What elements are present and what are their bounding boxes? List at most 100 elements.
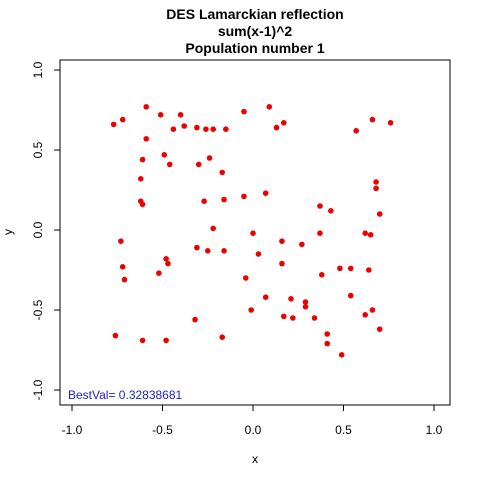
data-point — [203, 126, 209, 132]
data-point — [241, 193, 247, 200]
chart-title: DES Lamarckian reflection sum(x-1)^2 Pop… — [166, 6, 343, 56]
data-point — [241, 108, 247, 115]
data-point — [121, 276, 128, 283]
data-point — [137, 176, 144, 182]
data-point — [369, 307, 376, 313]
data-point — [299, 241, 305, 248]
data-point — [280, 313, 287, 320]
data-point — [161, 152, 168, 158]
data-point — [112, 332, 119, 339]
data-point — [279, 260, 285, 267]
data-point — [181, 123, 188, 129]
data-point — [221, 248, 227, 254]
data-point — [139, 201, 146, 208]
data-point — [273, 124, 280, 131]
data-point — [163, 337, 169, 344]
y-tick-label: 1.0 — [31, 61, 45, 78]
data-point — [262, 190, 269, 196]
data-point — [266, 104, 273, 110]
data-point — [311, 315, 318, 321]
data-point — [210, 225, 216, 232]
data-point — [119, 264, 126, 270]
data-point — [210, 126, 216, 132]
data-point — [367, 232, 374, 238]
chart-title-line-1: DES Lamarckian reflection — [166, 6, 343, 22]
data-point — [177, 112, 184, 118]
data-point — [170, 126, 177, 132]
data-point — [204, 248, 211, 254]
y-axis-label: y — [1, 229, 15, 235]
data-point — [248, 307, 254, 313]
data-point — [347, 265, 354, 272]
data-points — [110, 104, 394, 358]
x-tick-label: 1.0 — [426, 423, 443, 437]
data-point — [369, 116, 376, 123]
data-point — [318, 272, 325, 278]
x-tick-label: 0.0 — [245, 423, 262, 437]
data-point — [250, 230, 256, 236]
x-tick-label: -0.5 — [152, 423, 173, 437]
x-tick-label: -1.0 — [62, 423, 83, 437]
data-point — [347, 292, 354, 299]
data-point — [324, 340, 331, 347]
data-point — [166, 161, 173, 168]
data-point — [362, 230, 369, 236]
data-point — [328, 208, 334, 214]
data-point — [317, 203, 323, 209]
data-point — [317, 230, 323, 236]
data-point — [110, 121, 117, 128]
data-point — [206, 155, 213, 161]
data-point — [302, 304, 309, 310]
data-point — [192, 316, 198, 323]
data-point — [302, 299, 309, 305]
data-point — [119, 116, 126, 123]
data-point — [165, 260, 171, 267]
data-point — [242, 275, 249, 281]
y-tick-label: -0.5 — [31, 299, 45, 320]
data-point — [139, 156, 146, 163]
data-point — [279, 238, 285, 244]
data-point — [163, 255, 169, 262]
data-point — [366, 267, 372, 273]
best-value-annotation: BestVal= 0.32838681 — [68, 388, 183, 402]
x-axis-label: x — [252, 452, 258, 466]
data-point — [139, 337, 146, 344]
x-axis: -1.0 -0.5 0.0 0.5 1.0 — [62, 404, 443, 437]
data-point — [223, 126, 229, 132]
data-point — [362, 312, 369, 318]
data-point — [338, 352, 345, 358]
data-point — [118, 238, 124, 244]
data-point — [201, 198, 207, 204]
data-point — [195, 161, 202, 168]
data-point — [194, 244, 200, 251]
data-point — [262, 294, 269, 301]
data-point — [156, 270, 162, 277]
chart-title-line-2: sum(x-1)^2 — [218, 23, 293, 39]
data-point — [255, 251, 262, 257]
data-point — [290, 315, 296, 321]
data-point — [353, 128, 359, 134]
data-point — [288, 296, 294, 302]
data-point — [337, 265, 343, 272]
x-tick-label: 0.5 — [335, 423, 352, 437]
data-point — [219, 334, 226, 341]
data-point — [143, 104, 150, 110]
data-point — [194, 124, 200, 131]
data-point — [387, 120, 394, 126]
data-point — [143, 136, 150, 142]
data-point — [280, 120, 287, 126]
data-point — [376, 326, 383, 333]
chart-title-line-3: Population number 1 — [185, 40, 324, 56]
data-point — [219, 169, 226, 176]
data-point — [376, 211, 383, 217]
y-tick-label: 0.0 — [31, 221, 45, 238]
y-tick-label: -1.0 — [31, 379, 45, 400]
data-point — [157, 112, 164, 118]
data-point — [373, 185, 379, 192]
y-tick-label: 0.5 — [31, 141, 45, 158]
y-axis: -1.0 -0.5 0.0 0.5 1.0 — [31, 61, 61, 400]
data-point — [324, 331, 331, 337]
data-point — [373, 179, 379, 185]
data-point — [221, 196, 227, 203]
